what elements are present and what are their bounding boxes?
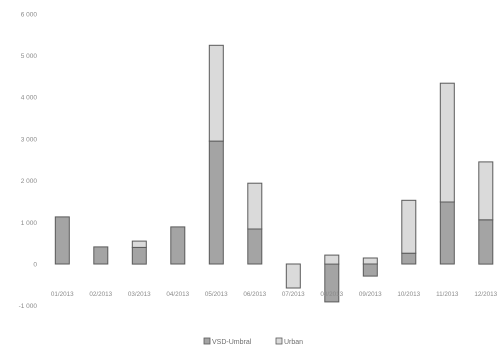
legend-label-urban: Urban xyxy=(284,339,303,346)
bar-urban-10 xyxy=(401,199,417,254)
x-category-label: 11/2013 xyxy=(436,291,459,298)
y-tick-label: 0 xyxy=(33,261,37,268)
bar-vsd-umbral-1 xyxy=(54,216,70,265)
bar-vsd-umbral-3 xyxy=(131,246,147,265)
bar-vsd-umbral-10 xyxy=(401,252,417,265)
x-category-label: 09/2013 xyxy=(359,291,382,298)
y-tick-label: 6 000 xyxy=(21,11,38,18)
bars-group xyxy=(54,44,494,303)
x-category-label: 10/2013 xyxy=(397,291,420,298)
legend-label-vsd-umbral: VSD-Umbral xyxy=(212,339,252,346)
x-category-label: 05/2013 xyxy=(205,291,228,298)
x-category-label: 06/2013 xyxy=(243,291,266,298)
x-category-label: 03/2013 xyxy=(128,291,151,298)
y-axis-tick-labels: 6 000 5 000 4 000 3 000 2 000 1 000 0 -1 000 xyxy=(19,11,38,310)
y-tick-label: 1 000 xyxy=(21,220,38,227)
legend-swatch-vsd-umbral xyxy=(203,337,211,345)
bar-urban-11 xyxy=(439,82,455,203)
legend: VSD-Umbral Urban xyxy=(203,337,303,346)
bar-urban-6 xyxy=(247,182,263,230)
bar-urban-3 xyxy=(131,240,147,248)
bar-vsd-umbral-9 xyxy=(362,263,378,277)
bar-urban-9 xyxy=(362,257,378,265)
x-axis-category-labels: 01/2013 02/2013 03/2013 04/2013 05/2013 06/20… xyxy=(51,291,498,298)
bar-vsd-umbral-12 xyxy=(478,219,494,265)
x-category-label: 08/2013 xyxy=(320,291,343,298)
bar-vsd-umbral-11 xyxy=(439,201,455,265)
bar-vsd-umbral-5 xyxy=(208,140,224,265)
y-tick-label: 4 000 xyxy=(21,95,38,102)
bar-urban-5 xyxy=(208,44,224,142)
x-category-label: 04/2013 xyxy=(166,291,189,298)
bar-urban-8 xyxy=(324,254,340,265)
bar-urban-7 xyxy=(285,263,301,289)
bar-vsd-umbral-4 xyxy=(170,226,186,265)
bar-vsd-umbral-6 xyxy=(247,228,263,265)
legend-swatch-urban xyxy=(275,337,283,345)
bar-urban-12 xyxy=(478,161,494,221)
x-category-label: 02/2013 xyxy=(89,291,112,298)
x-category-label: 07/2013 xyxy=(282,291,305,298)
legend-item-vsd-umbral: VSD-Umbral xyxy=(203,337,252,346)
y-tick-label: -1 000 xyxy=(19,303,38,310)
x-category-label: 12/2013 xyxy=(474,291,497,298)
legend-item-urban: Urban xyxy=(275,337,303,346)
y-tick-label: 2 000 xyxy=(21,178,38,185)
bar-vsd-umbral-2 xyxy=(93,246,109,265)
y-tick-label: 3 000 xyxy=(21,136,38,143)
y-tick-label: 5 000 xyxy=(21,53,38,60)
x-category-label: 01/2013 xyxy=(51,291,74,298)
